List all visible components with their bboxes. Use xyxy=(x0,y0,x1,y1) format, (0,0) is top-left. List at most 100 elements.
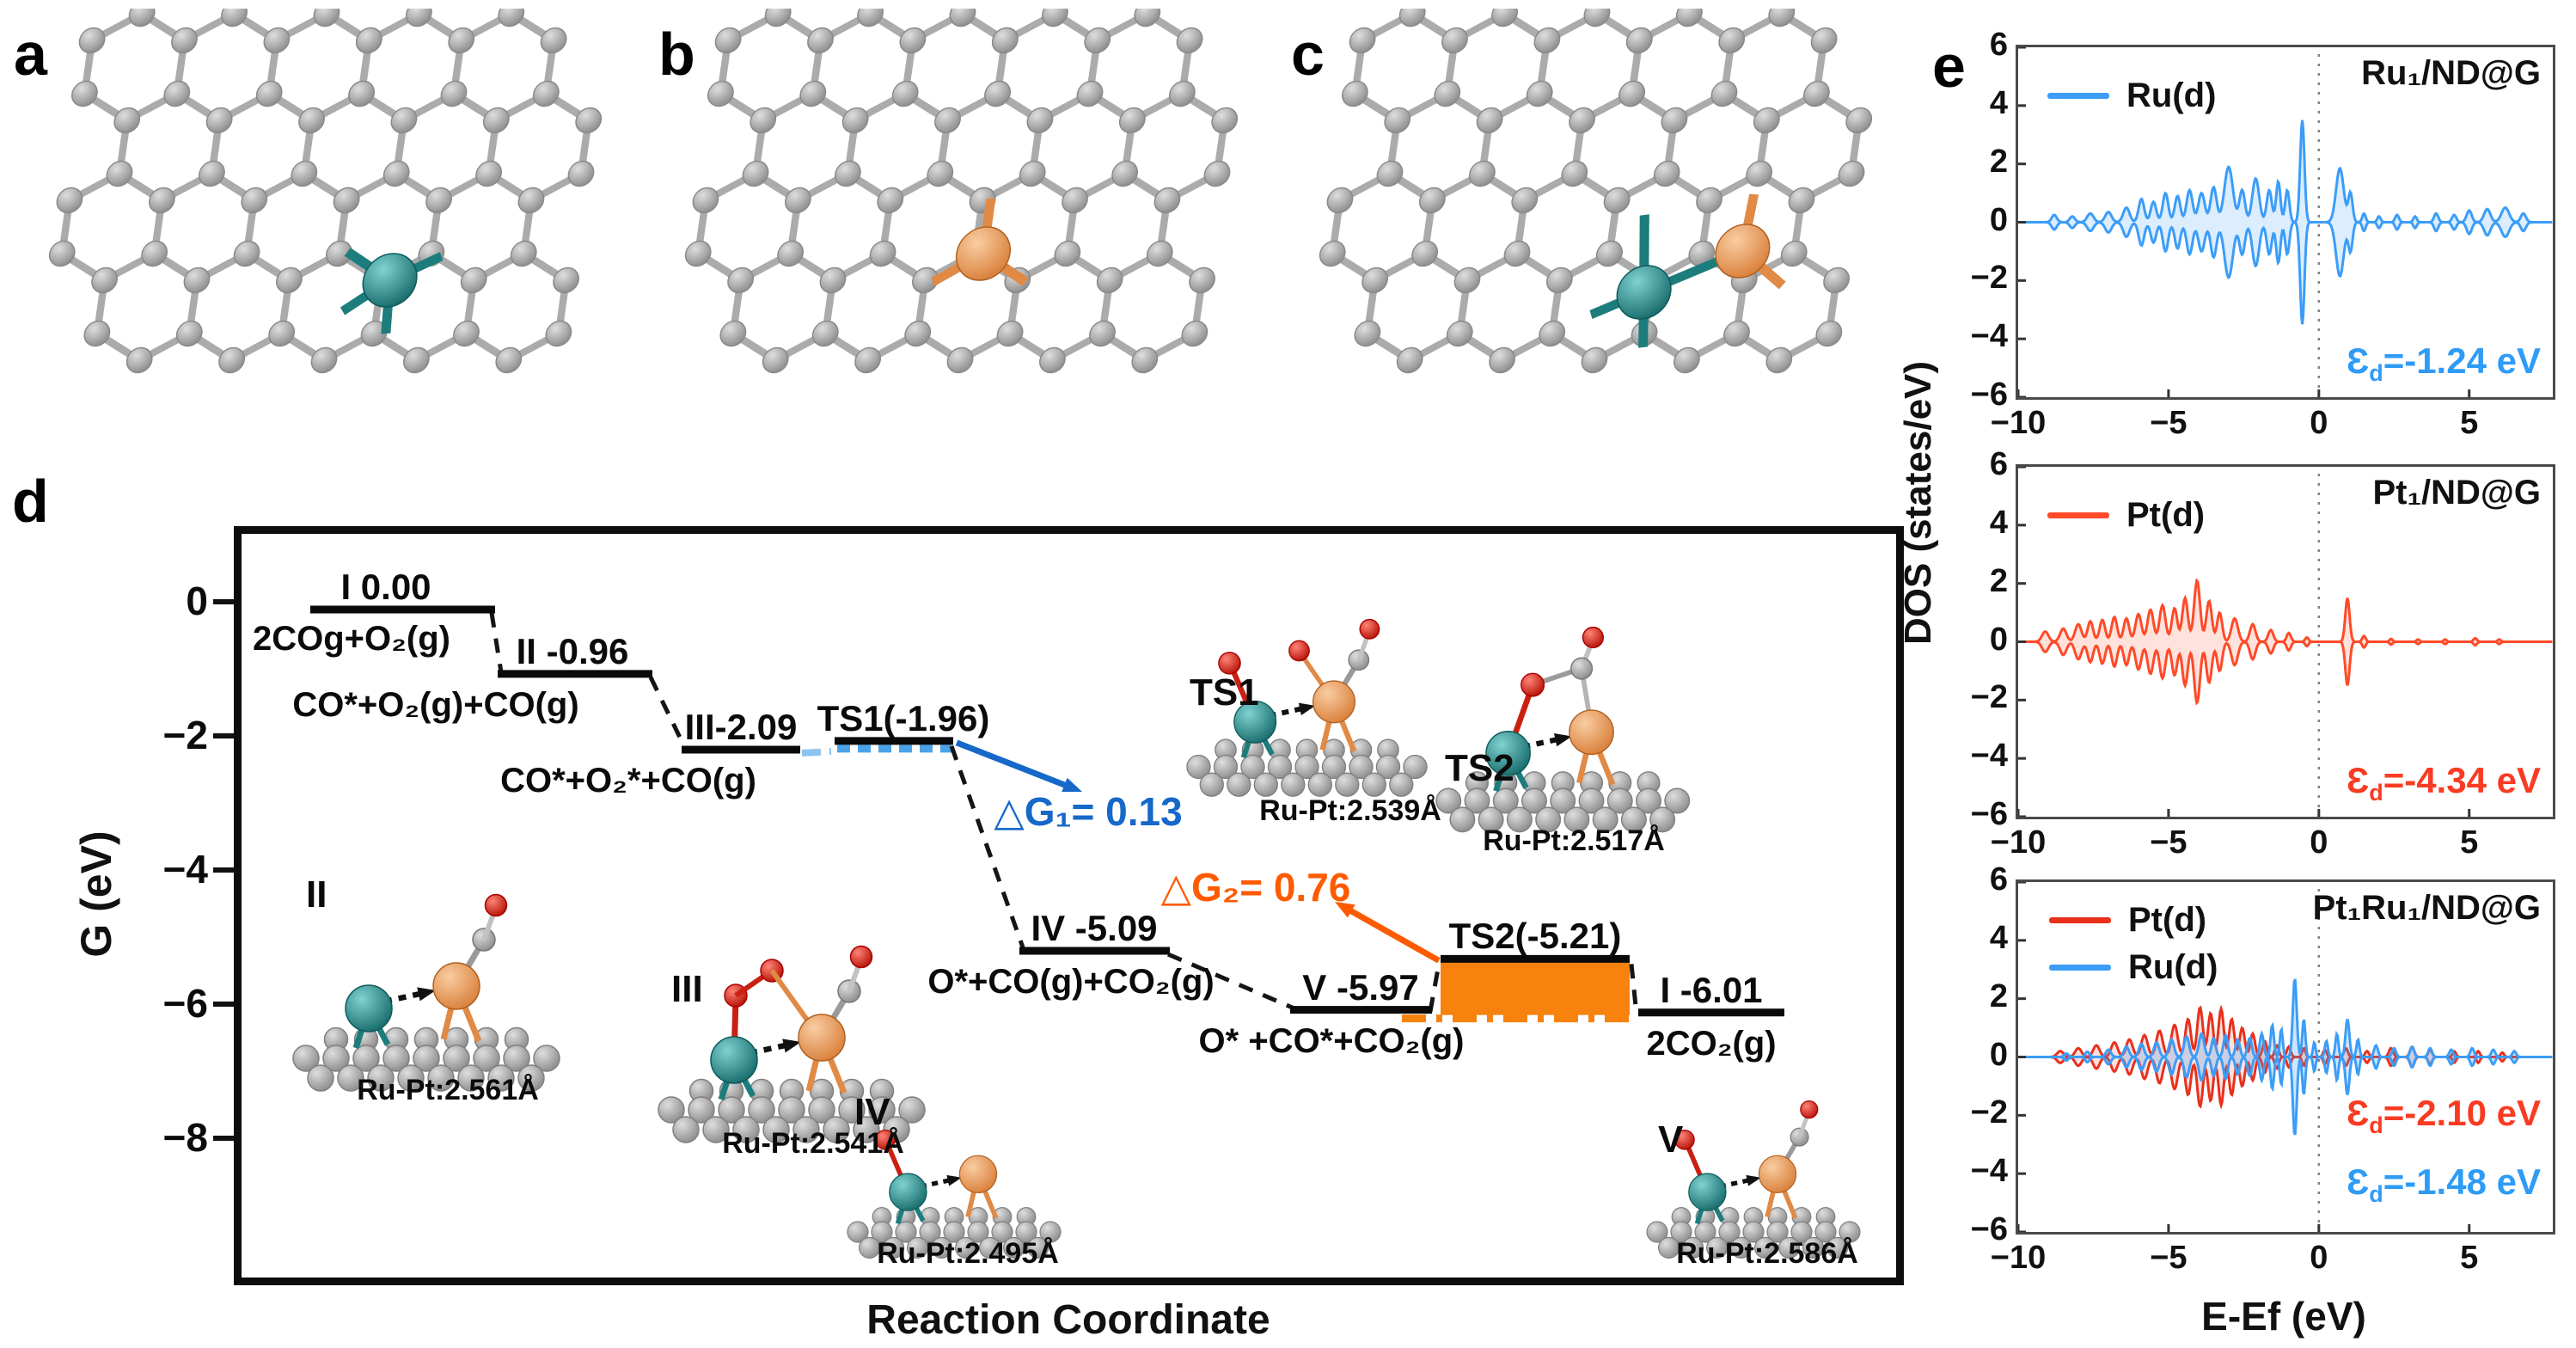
energy-diagram-panel: I 0.00 2COg+O₂(g) II -0.96 CO*+O₂(g)+CO(g) I… xyxy=(234,526,1904,1285)
dos-legend: Pt(d) xyxy=(2047,496,2205,535)
dos-legend: Ru(d) xyxy=(2047,77,2216,115)
structure-inset-TS2 xyxy=(1435,626,1691,833)
panel-c-label: c xyxy=(1291,21,1325,88)
graphene-ru-structure xyxy=(48,9,603,374)
ed-label-part: =-4.34 eV xyxy=(2383,760,2541,800)
structure-inset-V xyxy=(1646,1100,1861,1259)
dos-xtick: 0 xyxy=(2310,1240,2328,1276)
dos-ytick: −2 xyxy=(1970,260,2008,297)
ed-label-part: d xyxy=(2369,1181,2383,1207)
species-label-I2: 2CO₂(g) xyxy=(1646,1025,1777,1063)
d-ytick-mark xyxy=(213,1136,234,1141)
dos-ytick: 2 xyxy=(1989,562,2008,599)
dos-legend-entry: Pt(d) xyxy=(2047,496,2205,535)
level-label-IV: IV -5.09 xyxy=(1031,908,1158,949)
dos-ytick: −6 xyxy=(1970,1211,2008,1247)
d-ytick--4: −4 xyxy=(162,847,208,892)
d-ytick--8: −8 xyxy=(162,1115,208,1160)
dos-ytick: 4 xyxy=(1989,504,2008,541)
dos-canvas-dos_ru xyxy=(2018,47,2553,397)
structure-id-TS2: TS2 xyxy=(1445,747,1514,789)
dos-legend-entry: Ru(d) xyxy=(2047,77,2216,115)
d-y-axis-label: G (eV) xyxy=(72,830,120,958)
dos-ytick: 2 xyxy=(1989,143,2008,180)
energy-diagram-canvas xyxy=(292,605,1861,1259)
structure-id-III: III xyxy=(671,968,703,1010)
delta-g2-annotation: △G₂= 0.76 xyxy=(1160,865,1351,910)
species-label-II: CO*+O₂(g)+CO(g) xyxy=(292,686,579,724)
dos-curve-Pt(d) xyxy=(2018,578,2553,643)
ed-label-part: Ɛ xyxy=(2346,1093,2370,1133)
dos-title-dos_pt: Pt₁/ND@G xyxy=(2372,474,2541,512)
dos-ytick: 2 xyxy=(1989,977,2008,1014)
dos-xtick: −5 xyxy=(2150,1240,2187,1276)
dos-xtick: −10 xyxy=(1990,824,2047,861)
dos-ytick: −2 xyxy=(1970,679,2008,716)
bond-distance-II: Ru-Pt:2.561Å xyxy=(357,1074,539,1106)
level-label-II: II -0.96 xyxy=(516,630,629,671)
d-ytick-mark xyxy=(213,1002,234,1007)
ed-label-part: =-1.24 eV xyxy=(2383,340,2541,381)
structure-inset-IV xyxy=(847,1130,1062,1259)
ed-label-part: =-1.48 eV xyxy=(2383,1161,2541,1202)
species-label-III: CO*+O₂*+CO(g) xyxy=(500,762,756,800)
dos-xtick: −5 xyxy=(2150,824,2187,861)
d-ytick-0: 0 xyxy=(186,579,208,623)
dos-canvas-dos_pt xyxy=(2018,467,2553,817)
panel-e-label: e xyxy=(1932,33,1966,100)
dos-ytick: 0 xyxy=(1989,1036,2008,1073)
dos-ytick: 0 xyxy=(1989,621,2008,658)
legend-line-swatch xyxy=(2049,965,2111,971)
dos-panel-dos_ru: Ru₁/ND@G Ru(d) Ɛd=-1.24 eV xyxy=(2016,45,2555,400)
graphene-ptru-structure xyxy=(1319,9,1873,374)
structure-id-IV: IV xyxy=(854,1091,890,1133)
structure-inset-II xyxy=(292,893,560,1092)
level-label-TS1: TS1(-1.96) xyxy=(817,697,990,738)
dos-xtick: 5 xyxy=(2460,824,2479,861)
level-label-I: I 0.00 xyxy=(340,567,431,607)
dos-legend-entry: Pt(d) xyxy=(2049,901,2206,940)
dos-curve-Ru(d) xyxy=(2018,119,2553,224)
bond-distance-TS1: Ru-Pt:2.539Å xyxy=(1259,794,1441,827)
panel-a-label: a xyxy=(14,21,47,88)
bond-distance-III: Ru-Pt:2.541Å xyxy=(722,1127,904,1160)
legend-line-swatch xyxy=(2049,917,2111,923)
dos-panel-dos_ptru: Pt₁Ru₁/ND@G Pt(d) Ru(d) Ɛd=-2.10 eV Ɛd=-1.48… xyxy=(2016,879,2555,1235)
dos-xtick: 0 xyxy=(2310,824,2328,861)
ed-center-label: Ɛd=-2.10 eV xyxy=(2347,1093,2541,1139)
dos-title-dos_ru: Ru₁/ND@G xyxy=(2361,54,2541,92)
structure-id-TS1: TS1 xyxy=(1190,671,1259,714)
graphene-pt-structure xyxy=(684,9,1239,374)
d-ytick-mark xyxy=(213,599,234,604)
dos-ytick: −4 xyxy=(1970,1153,2008,1190)
ed-label-part: d xyxy=(2369,360,2383,386)
dos-ytick: 4 xyxy=(1989,84,2008,121)
dos-curve-Ru(d) xyxy=(2018,221,2553,325)
dos-legend-entry: Ru(d) xyxy=(2049,948,2218,987)
dos-ytick: −6 xyxy=(1970,377,2008,413)
ed-center-label: Ɛd=-1.24 eV xyxy=(2347,340,2541,387)
dos-xtick: 0 xyxy=(2310,405,2328,441)
level-label-III: III-2.09 xyxy=(684,707,798,748)
species-label-V: O* +CO*+CO₂(g) xyxy=(1198,1022,1465,1060)
legend-label: Ru(d) xyxy=(2126,77,2217,114)
bond-distance-IV: Ru-Pt:2.495Å xyxy=(877,1237,1059,1270)
legend-label: Ru(d) xyxy=(2128,948,2218,986)
ed-label-part: =-2.10 eV xyxy=(2383,1093,2541,1133)
structure-id-V: V xyxy=(1658,1118,1684,1161)
legend-label: Pt(d) xyxy=(2128,901,2207,939)
ed-label-part: d xyxy=(2369,780,2383,806)
ed-label-part: Ɛ xyxy=(2346,1161,2370,1202)
structure-inset-TS1 xyxy=(1186,618,1428,797)
d-ytick--2: −2 xyxy=(162,713,208,757)
panel-b-label: b xyxy=(658,21,695,88)
dos-xtick: −10 xyxy=(1990,405,2047,441)
level-label-V: V -5.97 xyxy=(1302,966,1419,1008)
ed-center-label: Ɛd=-4.34 eV xyxy=(2347,760,2541,806)
ed-label-part: Ɛ xyxy=(2346,760,2370,800)
dos-xtick: −10 xyxy=(1990,1240,2047,1276)
d-ytick--6: −6 xyxy=(162,981,208,1026)
panel-d-label: d xyxy=(12,468,49,535)
dos-ytick: −4 xyxy=(1970,738,2008,775)
bond-distance-V: Ru-Pt:2.586Å xyxy=(1676,1237,1858,1270)
